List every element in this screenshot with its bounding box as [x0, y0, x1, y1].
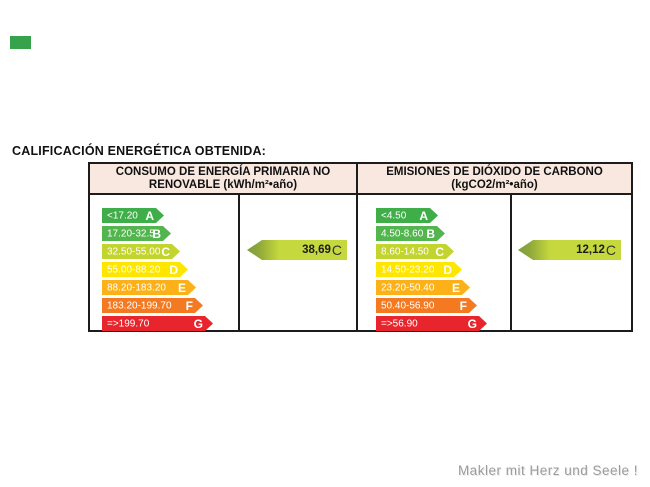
- rating-letter: E: [451, 280, 460, 295]
- rating-row-d: 14.50-23.20 D: [376, 262, 510, 277]
- rating-row-g: =>56.90 G: [376, 316, 510, 331]
- header-cell-emisiones: EMISIONES DE DIÓXIDO DE CARBONO (kgCO2/m…: [358, 164, 631, 193]
- page-title: CALIFICACIÓN ENERGÉTICA OBTENIDA:: [12, 144, 267, 158]
- consumo-cell: <17.20 A 17.20-32.5 B 32.50-55.00 C 55.00-88.2…: [90, 195, 358, 330]
- rating-range: 23.20-50.40: [381, 282, 435, 293]
- rating-arrow-c: 8.60-14.50 C: [376, 244, 454, 259]
- energy-rating-table: CONSUMO DE ENERGÍA PRIMARIA NO RENOVABLE…: [88, 162, 633, 332]
- rating-letter: B: [426, 226, 435, 241]
- rating-range: 183.20-199.70: [107, 300, 172, 311]
- rating-arrow-e: 88.20-183.20 E: [102, 280, 196, 295]
- result-arrow-emisiones: 12,12 C: [518, 240, 621, 260]
- rating-row-c: 8.60-14.50 C: [376, 244, 510, 259]
- rating-arrow-g: =>199.70 G: [102, 316, 213, 331]
- rating-letter: D: [443, 262, 452, 277]
- rating-arrow-b: 17.20-32.5 B: [102, 226, 171, 241]
- result-value-consumo: 38,69: [302, 244, 331, 256]
- header-consumo-line2: RENOVABLE (kWh/m²•año): [148, 178, 298, 191]
- watermark: Makler mit Herz und Seele !: [457, 463, 638, 478]
- table-header-row: CONSUMO DE ENERGÍA PRIMARIA NO RENOVABLE…: [90, 164, 631, 195]
- rating-scale-consumo: <17.20 A 17.20-32.5 B 32.50-55.00 C 55.00-88.2…: [90, 195, 238, 330]
- rating-range: <4.50: [381, 210, 407, 221]
- header-emisiones-line1: EMISIONES DE DIÓXIDO DE CARBONO: [386, 165, 603, 178]
- rating-arrow-a: <17.20 A: [102, 208, 164, 223]
- rating-row-e: 88.20-183.20 E: [102, 280, 238, 295]
- rating-letter: A: [145, 208, 154, 223]
- rating-letter: A: [419, 208, 428, 223]
- rating-arrow-a: <4.50 A: [376, 208, 438, 223]
- emisiones-cell: <4.50 A 4.50-8.60 B 8.60-14.50 C 14.50-23.20 D 2…: [358, 195, 631, 330]
- rating-range: 55.00-88.20: [107, 264, 161, 275]
- header-emisiones-line2: (kgCO2/m²•año): [451, 178, 538, 191]
- rating-range: =>199.70: [107, 318, 150, 329]
- table-body-row: <17.20 A 17.20-32.5 B 32.50-55.00 C 55.00-88.2…: [90, 195, 631, 330]
- rating-arrow-f: 183.20-199.70 F: [102, 298, 203, 313]
- rating-arrow-e: 23.20-50.40 E: [376, 280, 470, 295]
- rating-range: 14.50-23.20: [381, 264, 435, 275]
- header-cell-consumo: CONSUMO DE ENERGÍA PRIMARIA NO RENOVABLE…: [90, 164, 358, 193]
- rating-letter: F: [459, 298, 467, 313]
- rating-letter: C: [161, 244, 170, 259]
- rating-range: 88.20-183.20: [107, 282, 166, 293]
- rating-row-b: 17.20-32.5 B: [102, 226, 238, 241]
- rating-row-a: <4.50 A: [376, 208, 510, 223]
- rating-row-a: <17.20 A: [102, 208, 238, 223]
- rating-range: 8.60-14.50: [381, 246, 429, 257]
- rating-arrow-d: 55.00-88.20 D: [102, 262, 188, 277]
- rating-range: 4.50-8.60: [381, 228, 424, 239]
- rating-arrow-b: 4.50-8.60 B: [376, 226, 445, 241]
- rating-row-e: 23.20-50.40 E: [376, 280, 510, 295]
- rating-letter: C: [435, 244, 444, 259]
- rating-letter: E: [177, 280, 186, 295]
- header-consumo-line1: CONSUMO DE ENERGÍA PRIMARIA NO: [115, 165, 331, 178]
- rating-range: 50.40-56.90: [381, 300, 435, 311]
- rating-letter: D: [169, 262, 178, 277]
- rating-range: <17.20: [107, 210, 138, 221]
- rating-row-g: =>199.70 G: [102, 316, 238, 331]
- rating-row-d: 55.00-88.20 D: [102, 262, 238, 277]
- rating-arrow-f: 50.40-56.90 F: [376, 298, 477, 313]
- result-letter-emisiones: C: [605, 242, 616, 258]
- rating-arrow-c: 32.50-55.00 C: [102, 244, 180, 259]
- rating-row-c: 32.50-55.00 C: [102, 244, 238, 259]
- rating-row-f: 50.40-56.90 F: [376, 298, 510, 313]
- result-text-consumo: 38,69 C: [302, 240, 342, 260]
- rating-range: =>56.90: [381, 318, 418, 329]
- result-letter-consumo: C: [331, 242, 342, 258]
- rating-letter: G: [467, 316, 477, 331]
- result-cell-emisiones: 12,12 C: [510, 195, 631, 330]
- rating-range: 17.20-32.5: [107, 228, 155, 239]
- result-text-emisiones: 12,12 C: [576, 240, 616, 260]
- green-mark: [10, 36, 31, 49]
- result-value-emisiones: 12,12: [576, 244, 605, 256]
- rating-row-b: 4.50-8.60 B: [376, 226, 510, 241]
- rating-arrow-g: =>56.90 G: [376, 316, 487, 331]
- rating-letter: G: [193, 316, 203, 331]
- result-cell-consumo: 38,69 C: [238, 195, 356, 330]
- rating-letter: B: [152, 226, 161, 241]
- rating-letter: F: [185, 298, 193, 313]
- result-arrow-consumo: 38,69 C: [247, 240, 347, 260]
- rating-row-f: 183.20-199.70 F: [102, 298, 238, 313]
- rating-scale-emisiones: <4.50 A 4.50-8.60 B 8.60-14.50 C 14.50-23.20 D 2…: [358, 195, 510, 330]
- rating-arrow-d: 14.50-23.20 D: [376, 262, 462, 277]
- rating-range: 32.50-55.00: [107, 246, 161, 257]
